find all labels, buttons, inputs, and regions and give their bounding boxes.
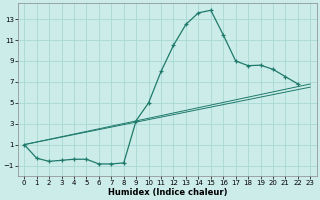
X-axis label: Humidex (Indice chaleur): Humidex (Indice chaleur) [108,188,227,197]
